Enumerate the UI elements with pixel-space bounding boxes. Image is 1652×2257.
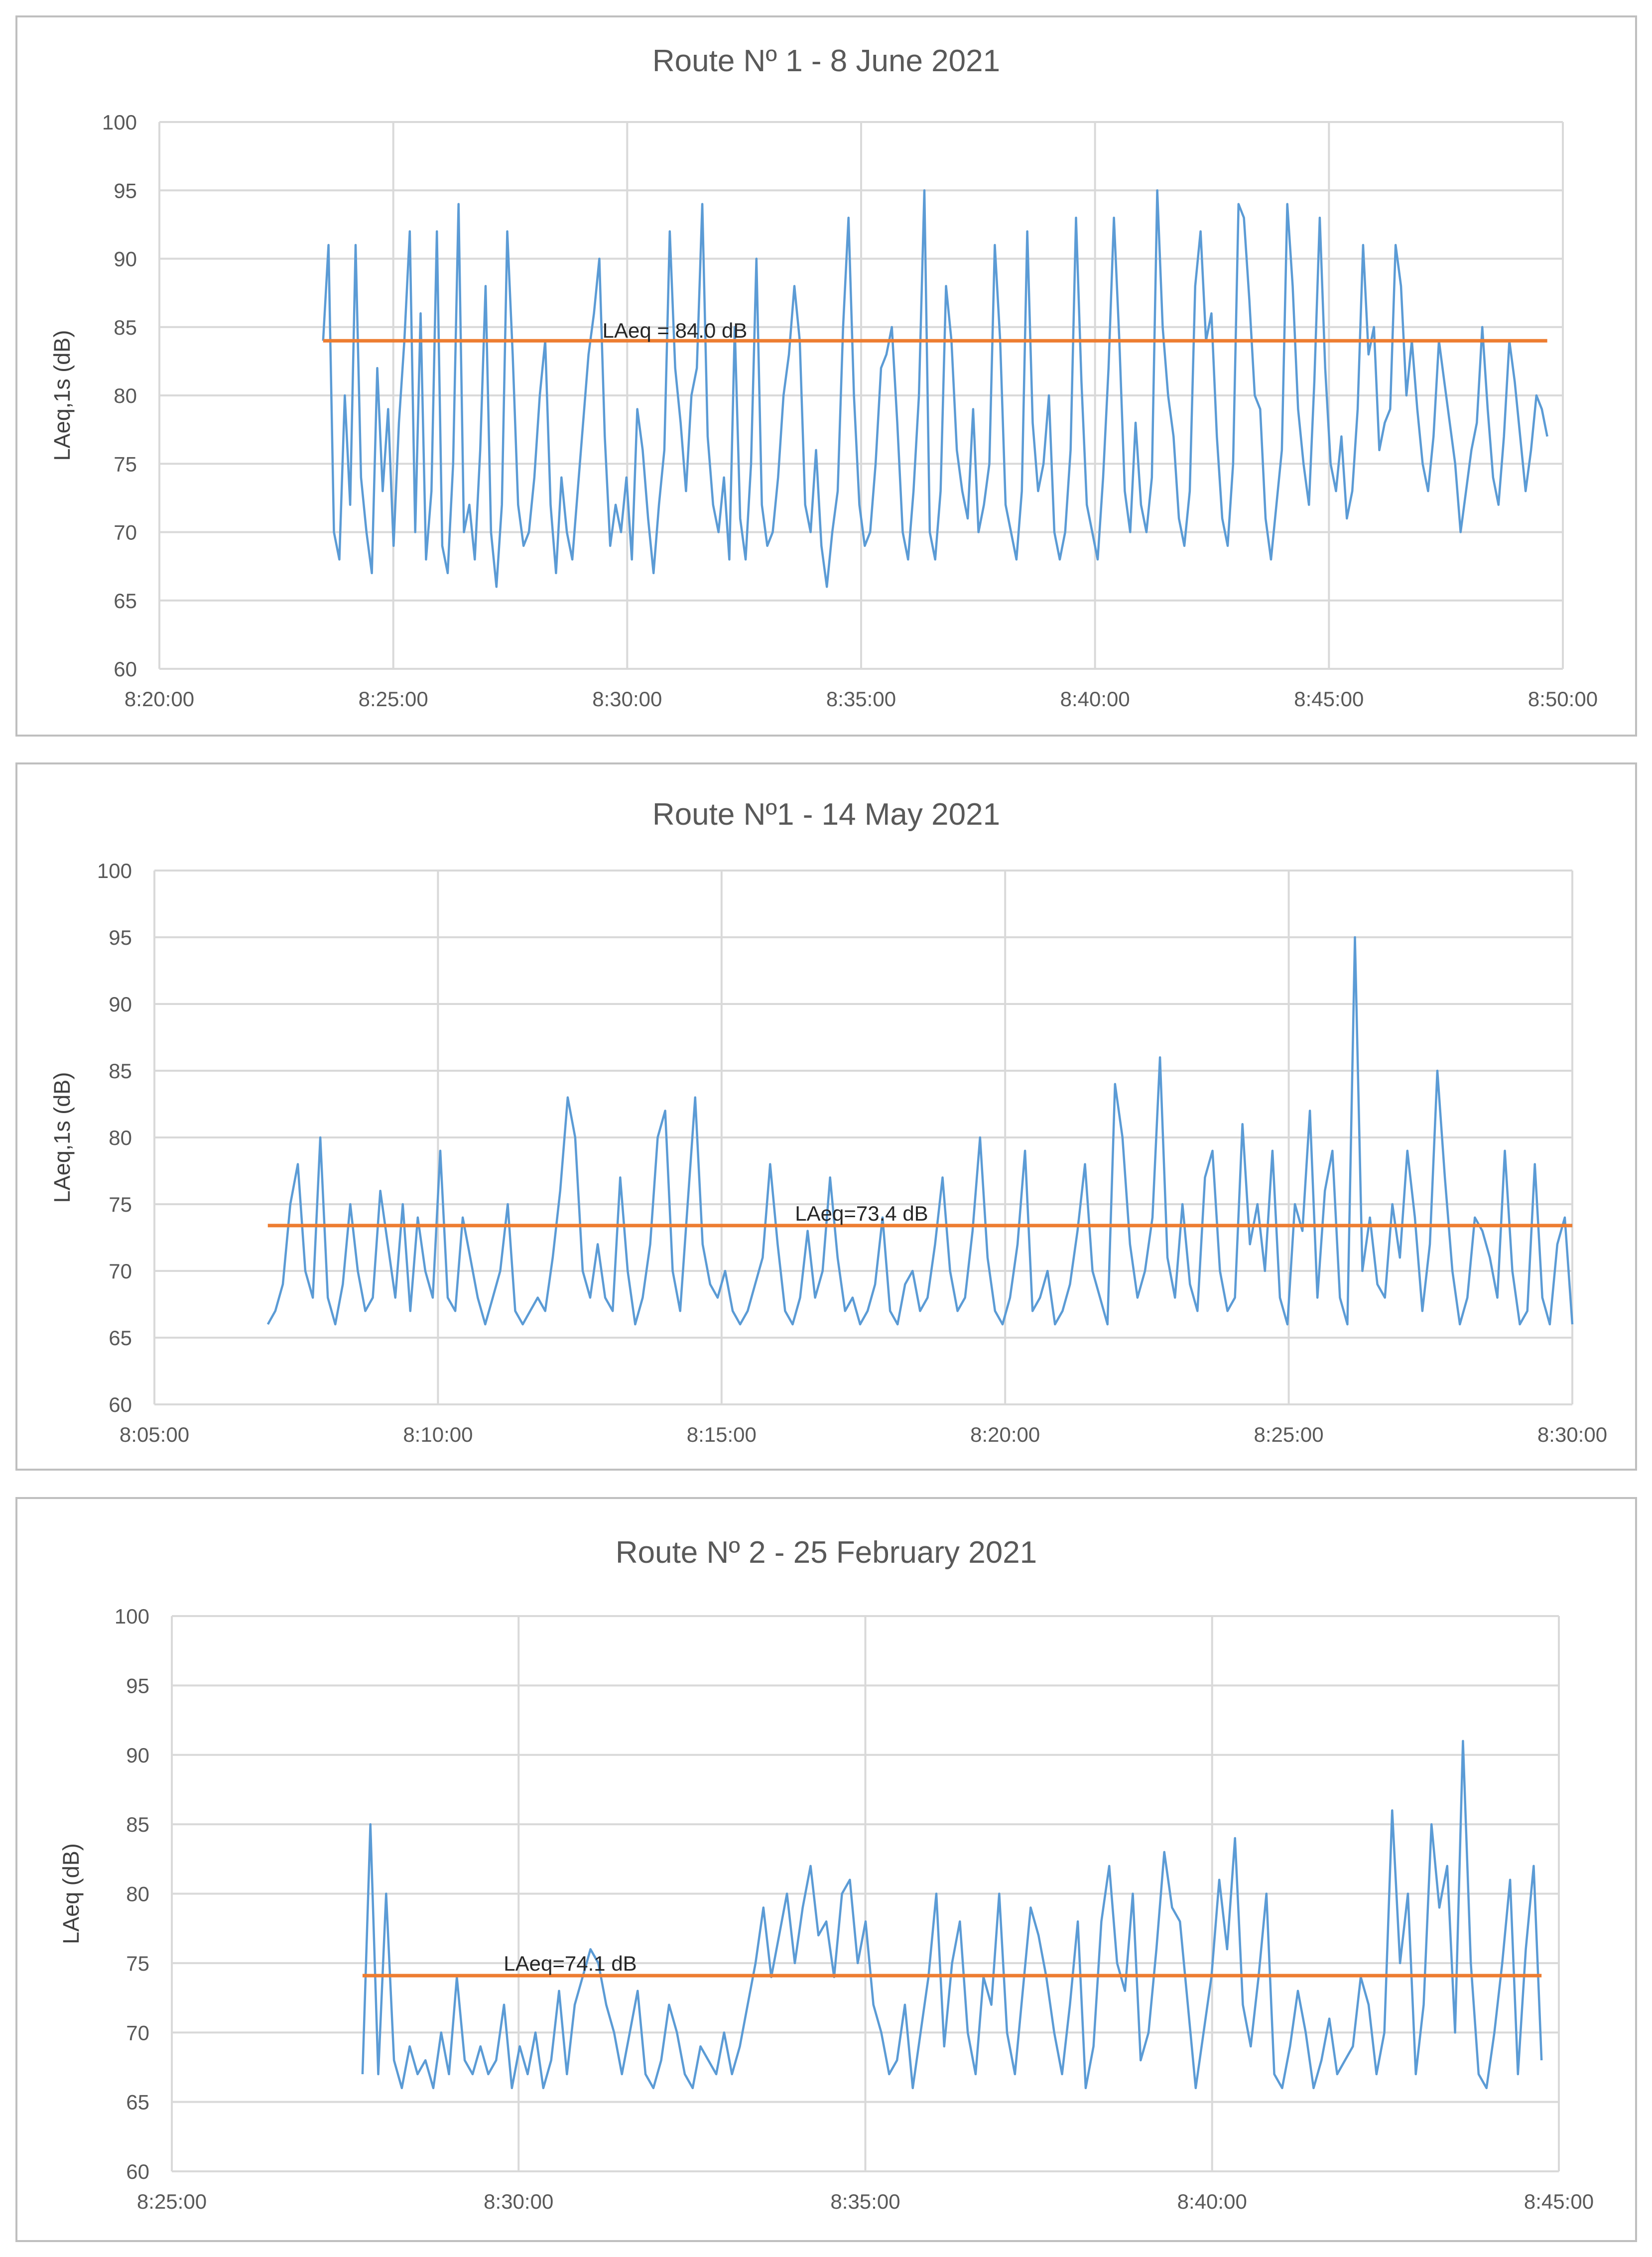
y-tick-label: 60 <box>126 2160 149 2183</box>
x-tick-label: 8:25:00 <box>359 687 428 711</box>
y-tick-label: 90 <box>109 993 132 1016</box>
laeq-annotation: LAeq=73.4 dB <box>795 1202 928 1225</box>
y-tick-label: 70 <box>114 521 137 544</box>
chart-title-2: Route Nº1 - 14 May 2021 <box>652 797 1000 832</box>
y-tick-label: 95 <box>126 1674 149 1697</box>
y-tick-label: 80 <box>126 1882 149 1906</box>
laeq-annotation: LAeq=74.1 dB <box>504 1952 636 1975</box>
y-tick-label: 75 <box>126 1952 149 1975</box>
y-tick-label: 75 <box>114 452 137 476</box>
y-axis-title: LAeq (dB) <box>58 1843 84 1944</box>
x-tick-label: 8:40:00 <box>1060 687 1130 711</box>
y-tick-label: 80 <box>114 384 137 407</box>
x-tick-label: 8:15:00 <box>687 1423 757 1446</box>
chart-frame-3 <box>15 1497 1637 2242</box>
chart-panel-2: Route Nº1 - 14 May 2021 60 65 70 75 80 85 90 95… <box>15 762 1637 1471</box>
x-tick-label: 8:20:00 <box>125 687 194 711</box>
chart-frame-2 <box>15 762 1637 1471</box>
y-tick-label: 85 <box>109 1059 132 1083</box>
y-tick-label: 60 <box>114 657 137 681</box>
x-tick-label: 8:25:00 <box>1254 1423 1324 1446</box>
series-line-laeq <box>322 189 1548 588</box>
x-tick-label: 8:25:00 <box>137 2190 207 2213</box>
y-tick-label: 60 <box>109 1393 132 1416</box>
chart-panel-3: Route Nº 2 - 25 February 2021 60 65 70 75 80… <box>15 1497 1637 2242</box>
x-tick-label: 8:30:00 <box>484 2190 553 2213</box>
y-tick-label: 65 <box>114 589 137 613</box>
y-tick-label: 85 <box>126 1813 149 1836</box>
y-tick-label: 75 <box>109 1193 132 1216</box>
chart-title-3: Route Nº 2 - 25 February 2021 <box>616 1535 1037 1570</box>
chart-panel-1: Route Nº 1 - 8 June 2021 60 65 70 75 80 85 90 9… <box>15 15 1637 737</box>
y-tick-label: 100 <box>97 859 132 882</box>
x-tick-label: 8:10:00 <box>403 1423 473 1446</box>
series-line-laeq <box>266 936 1574 1326</box>
y-axis-title: LAeq,1s (dB) <box>49 1072 75 1203</box>
y-tick-label: 70 <box>126 2021 149 2044</box>
x-tick-label: 8:30:00 <box>1537 1423 1607 1446</box>
x-tick-label: 8:45:00 <box>1294 687 1364 711</box>
y-tick-label: 95 <box>114 179 137 202</box>
chart-title-1: Route Nº 1 - 8 June 2021 <box>652 44 1000 78</box>
x-tick-label: 8:50:00 <box>1528 687 1598 711</box>
laeq-annotation: LAeq = 84.0 dB <box>603 319 748 342</box>
y-tick-label: 95 <box>109 926 132 949</box>
y-axis-title: LAeq,1s (dB) <box>49 330 75 461</box>
x-tick-label: 8:35:00 <box>826 687 896 711</box>
chart-frame-1 <box>15 15 1637 737</box>
x-tick-label: 8:35:00 <box>830 2190 900 2213</box>
x-tick-label: 8:20:00 <box>970 1423 1040 1446</box>
y-tick-label: 90 <box>126 1744 149 1767</box>
x-tick-label: 8:30:00 <box>592 687 662 711</box>
y-tick-label: 90 <box>114 248 137 271</box>
y-tick-label: 70 <box>109 1259 132 1283</box>
y-tick-label: 65 <box>109 1326 132 1350</box>
x-tick-label: 8:05:00 <box>120 1423 189 1446</box>
y-tick-label: 100 <box>115 1605 149 1628</box>
y-tick-label: 65 <box>126 2091 149 2114</box>
series-line-laeq <box>361 1740 1543 2090</box>
y-tick-label: 100 <box>102 111 137 134</box>
x-tick-label: 8:45:00 <box>1524 2190 1594 2213</box>
y-tick-label: 85 <box>114 316 137 339</box>
x-tick-label: 8:40:00 <box>1177 2190 1247 2213</box>
y-tick-label: 80 <box>109 1126 132 1149</box>
